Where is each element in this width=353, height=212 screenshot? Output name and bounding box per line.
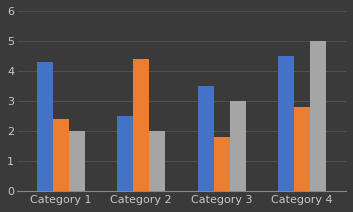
Bar — [278, 56, 294, 191]
Bar — [69, 131, 85, 191]
Bar — [149, 131, 166, 191]
Bar — [230, 101, 246, 191]
Bar — [117, 116, 133, 191]
Bar — [310, 41, 326, 191]
Bar — [294, 107, 310, 191]
Bar — [198, 86, 214, 191]
Bar — [133, 59, 149, 191]
Bar — [214, 137, 230, 191]
Bar — [53, 119, 69, 191]
Bar — [37, 62, 53, 191]
